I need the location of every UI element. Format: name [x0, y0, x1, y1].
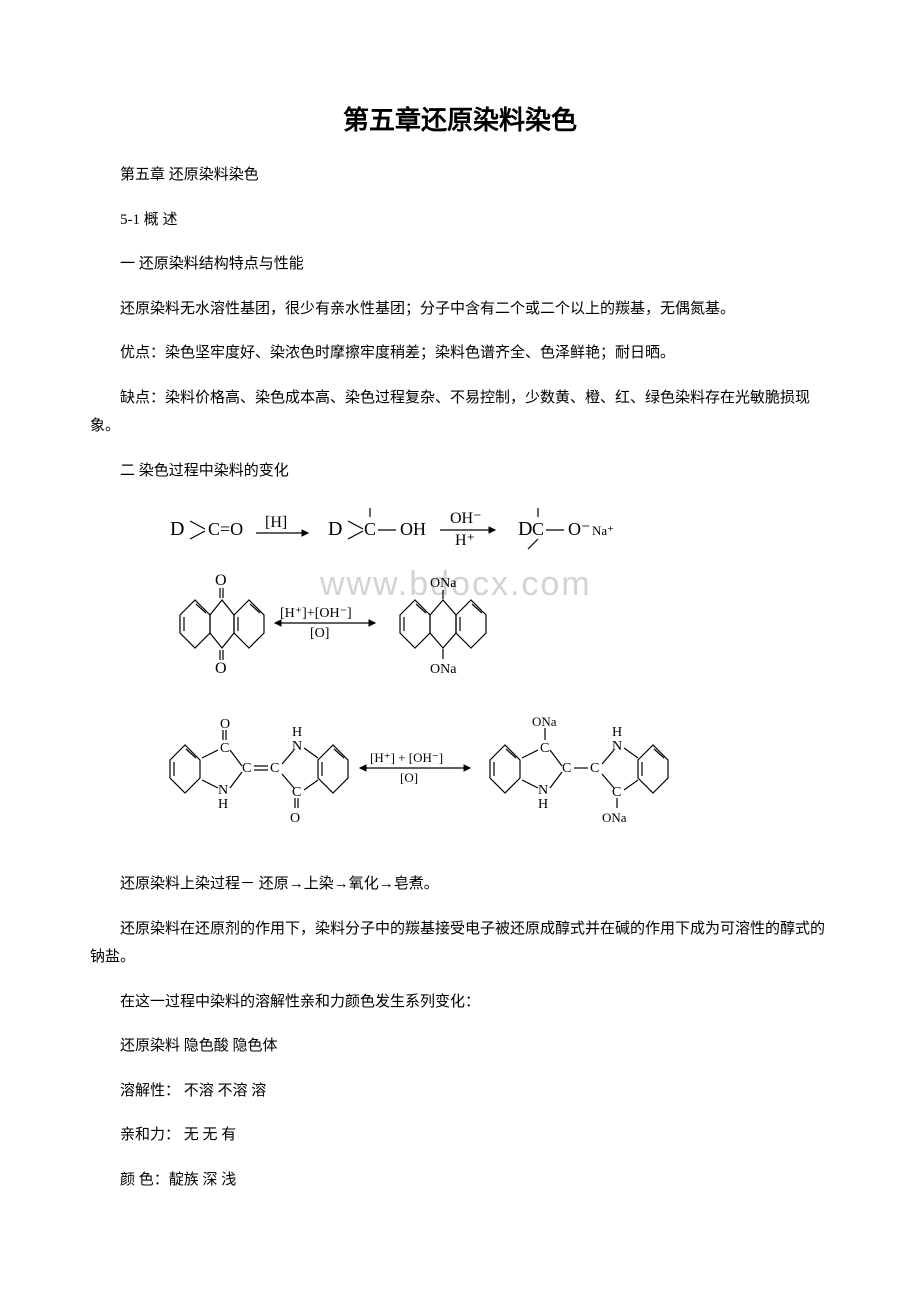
- r1-c3: C: [532, 519, 544, 539]
- para-13: 亲和力： 无 无 有: [90, 1121, 830, 1150]
- para-6: 缺点：染料价格高、染色成本高、染色过程复杂、不易控制，少数黄、橙、红、绿色染料存…: [90, 384, 830, 441]
- r1-d2: D: [328, 518, 342, 540]
- r3-h2: H: [292, 725, 302, 740]
- r3-o-top: O: [220, 717, 230, 732]
- r1-h: [H]: [265, 514, 287, 531]
- r3-arrow-bot: [O]: [400, 770, 418, 785]
- r2-o-bot: O: [215, 660, 227, 677]
- r3-arrow-top: [H⁺] + [OH⁻]: [370, 750, 443, 765]
- r3p-c2: C: [562, 761, 571, 776]
- r3p-n1: N: [538, 783, 548, 798]
- r1-oh: OH: [400, 519, 426, 539]
- r2-arrow-bot: [O]: [310, 626, 329, 641]
- r3-n1: N: [218, 783, 228, 798]
- para-4: 还原染料无水溶性基团，很少有亲水性基团；分子中含有二个或二个以上的羰基，无偶氮基…: [90, 295, 830, 324]
- r3-c4: C: [292, 785, 301, 800]
- para-10: 在这一过程中染料的溶解性亲和力颜色发生系列变化：: [90, 988, 830, 1017]
- r2-arrow-top: [H⁺]+[OH⁻]: [280, 606, 352, 621]
- r1-hplus: H⁺: [455, 532, 475, 549]
- r2-ona-bot: ONa: [430, 662, 457, 677]
- para-3: 一 还原染料结构特点与性能: [90, 250, 830, 279]
- reaction-svg: D C=O [H] D C OH OH⁻ H⁺: [160, 505, 780, 845]
- r3p-c3: C: [590, 761, 599, 776]
- r3p-c1: C: [540, 741, 549, 756]
- r1-ohminus: OH⁻: [450, 510, 482, 527]
- r3-n2: N: [292, 739, 302, 754]
- r2-o-top: O: [215, 572, 227, 589]
- para-12: 溶解性： 不溶 不溶 溶: [90, 1077, 830, 1106]
- r3-o-bot: O: [290, 811, 300, 826]
- r1-c2: C: [364, 519, 376, 539]
- para-8: 还原染料上染过程－ 还原→上染→氧化→皂煮。: [90, 870, 830, 899]
- para-2: 5-1 概 述: [90, 206, 830, 235]
- r1-d1: D: [170, 518, 184, 540]
- r3p-h2: H: [612, 725, 622, 740]
- r1-d3: D: [518, 518, 532, 540]
- r3-ona-bot: ONa: [602, 810, 627, 825]
- r1-na: Na⁺: [592, 523, 614, 538]
- para-1: 第五章 还原染料染色: [90, 161, 830, 190]
- r3p-h1: H: [538, 797, 548, 812]
- r3-c3: C: [270, 761, 279, 776]
- para-9: 还原染料在还原剂的作用下，染料分子中的羰基接受电子被还原成醇式并在碱的作用下成为…: [90, 915, 830, 972]
- para-5: 优点：染色坚牢度好、染浓色时摩擦牢度稍差；染料色谱齐全、色泽鲜艳；耐日晒。: [90, 339, 830, 368]
- r3p-c4: C: [612, 785, 621, 800]
- r1-ominus: O⁻: [568, 519, 591, 539]
- para-11: 还原染料 隐色酸 隐色体: [90, 1032, 830, 1061]
- r1-co: C=O: [208, 519, 243, 539]
- r3-c2: C: [242, 761, 251, 776]
- r3-c1: C: [220, 741, 229, 756]
- r3-h1: H: [218, 797, 228, 812]
- chemical-diagram: www.bdocx.com D C=O [H] D C O: [160, 505, 830, 850]
- r3-ona-top: ONa: [532, 714, 557, 729]
- para-7: 二 染色过程中染料的变化: [90, 457, 830, 486]
- para-14: 颜 色：靛族 深 浅: [90, 1166, 830, 1195]
- r2-ona-top: ONa: [430, 576, 457, 591]
- page-title: 第五章还原染料染色: [90, 100, 830, 137]
- r3p-n2: N: [612, 739, 622, 754]
